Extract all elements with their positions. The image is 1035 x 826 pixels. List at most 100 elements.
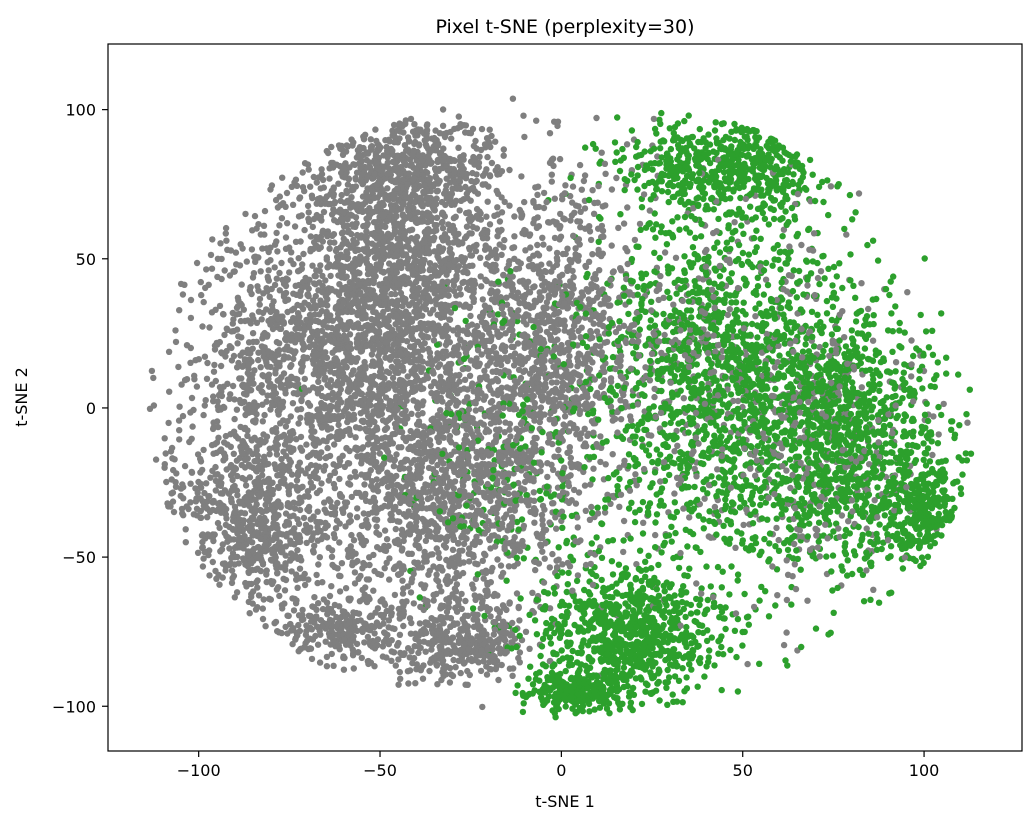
green-point bbox=[900, 417, 907, 424]
green-point bbox=[563, 588, 570, 596]
grey-point bbox=[660, 294, 667, 301]
grey-point bbox=[194, 549, 202, 556]
grey-point bbox=[527, 244, 534, 251]
grey-point bbox=[182, 539, 189, 546]
green-point bbox=[671, 499, 678, 506]
grey-point bbox=[500, 152, 507, 159]
grey-point bbox=[415, 649, 422, 657]
grey-point bbox=[651, 385, 658, 393]
grey-point bbox=[301, 226, 308, 234]
grey-point bbox=[328, 143, 335, 151]
green-point bbox=[616, 706, 624, 713]
grey-point bbox=[256, 295, 264, 303]
grey-point bbox=[652, 531, 659, 539]
green-point bbox=[658, 109, 665, 117]
green-point bbox=[658, 549, 665, 556]
green-point bbox=[848, 335, 856, 342]
green-point bbox=[675, 564, 683, 572]
grey-point bbox=[298, 397, 305, 405]
green-point bbox=[833, 317, 840, 325]
green-point bbox=[514, 682, 521, 689]
grey-point bbox=[865, 305, 872, 313]
green-point bbox=[823, 310, 831, 317]
grey-point bbox=[574, 363, 581, 370]
green-point bbox=[774, 241, 781, 249]
green-point bbox=[781, 540, 788, 547]
green-point bbox=[775, 547, 783, 554]
green-point bbox=[876, 380, 883, 388]
green-point bbox=[523, 491, 530, 499]
grey-point bbox=[506, 426, 513, 433]
grey-point bbox=[869, 337, 877, 344]
grey-point bbox=[355, 610, 363, 617]
green-point bbox=[715, 215, 722, 223]
green-point bbox=[825, 265, 832, 272]
grey-point bbox=[205, 281, 212, 288]
grey-point bbox=[598, 149, 605, 156]
grey-point bbox=[210, 393, 217, 400]
grey-point bbox=[315, 378, 322, 385]
green-point bbox=[609, 571, 617, 578]
grey-point bbox=[187, 359, 194, 366]
green-point bbox=[675, 677, 683, 684]
green-point bbox=[530, 323, 537, 331]
grey-point bbox=[589, 251, 596, 258]
grey-point bbox=[169, 489, 177, 496]
green-point bbox=[848, 327, 855, 334]
grey-point bbox=[555, 446, 562, 454]
grey-point bbox=[353, 640, 361, 648]
green-point bbox=[716, 249, 724, 256]
green-point bbox=[812, 451, 820, 458]
grey-point bbox=[218, 546, 226, 553]
green-point bbox=[715, 650, 722, 657]
green-point bbox=[663, 684, 670, 691]
grey-point bbox=[533, 117, 540, 124]
grey-point bbox=[615, 224, 622, 232]
grey-point bbox=[570, 486, 578, 494]
grey-point bbox=[791, 561, 798, 568]
grey-point bbox=[516, 649, 524, 656]
green-point bbox=[745, 251, 753, 258]
green-point bbox=[629, 706, 636, 714]
scatter-points bbox=[146, 95, 975, 721]
grey-point bbox=[200, 298, 207, 306]
grey-point bbox=[298, 557, 305, 564]
green-point bbox=[583, 343, 591, 351]
grey-point bbox=[892, 359, 900, 366]
green-point bbox=[739, 628, 746, 636]
green-point bbox=[503, 577, 510, 584]
green-point bbox=[664, 701, 671, 708]
grey-point bbox=[534, 241, 541, 249]
green-point bbox=[559, 483, 566, 490]
grey-point bbox=[248, 246, 256, 253]
grey-point bbox=[785, 272, 793, 279]
green-point bbox=[700, 525, 707, 532]
grey-point bbox=[410, 397, 417, 404]
grey-point bbox=[233, 589, 241, 596]
grey-point bbox=[190, 406, 197, 414]
grey-point bbox=[324, 149, 332, 157]
grey-point bbox=[456, 547, 463, 555]
grey-point bbox=[672, 254, 680, 261]
green-point bbox=[838, 563, 845, 570]
green-point bbox=[829, 303, 837, 310]
grey-point bbox=[551, 453, 558, 460]
grey-point bbox=[308, 655, 316, 663]
grey-point bbox=[297, 238, 304, 245]
green-point bbox=[631, 518, 639, 526]
green-point bbox=[622, 565, 630, 572]
grey-point bbox=[393, 415, 401, 422]
grey-point bbox=[498, 384, 505, 391]
green-point bbox=[647, 484, 654, 491]
green-point bbox=[712, 119, 719, 126]
grey-point bbox=[305, 209, 312, 216]
green-point bbox=[685, 112, 692, 119]
green-point bbox=[582, 144, 589, 151]
green-point bbox=[839, 284, 846, 292]
green-point bbox=[874, 484, 881, 491]
grey-point bbox=[874, 514, 881, 521]
grey-point bbox=[231, 594, 238, 601]
grey-point bbox=[292, 238, 300, 245]
grey-point bbox=[282, 234, 290, 241]
grey-point bbox=[214, 255, 222, 262]
